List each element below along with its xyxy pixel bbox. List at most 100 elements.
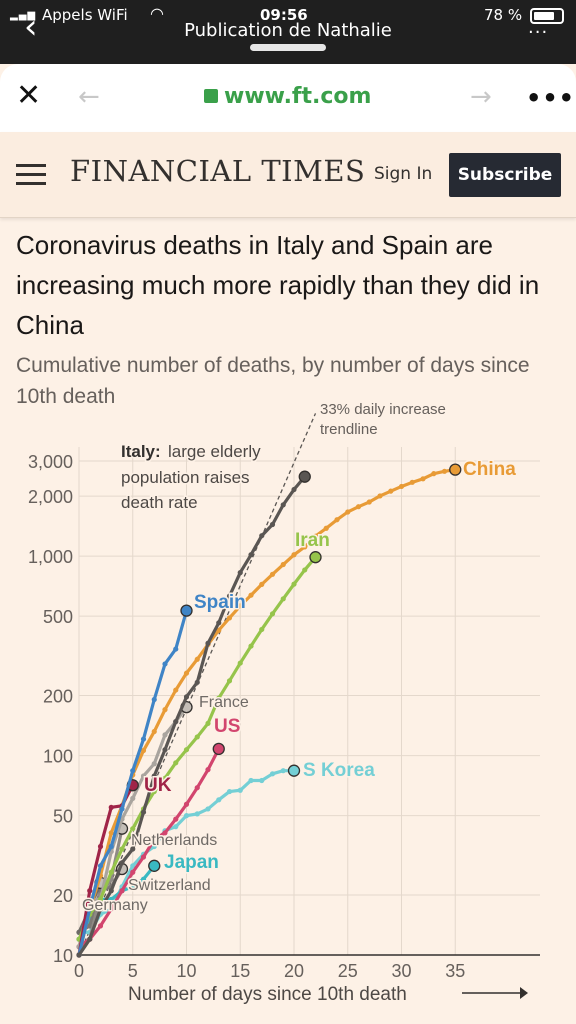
subscribe-button[interactable]: Subscribe (449, 153, 561, 197)
data-point-china (366, 499, 372, 505)
data-point-s-korea (226, 788, 233, 795)
series-label-switzerland: Switzerland (128, 877, 211, 894)
series-label-us: US (214, 716, 240, 737)
data-point-us (205, 767, 211, 773)
series-label-iran: Iran (295, 530, 330, 551)
x-tick-label: 10 (176, 961, 196, 981)
page-title: Publication de Nathalie (184, 20, 392, 41)
data-point-iran (108, 869, 114, 875)
x-tick-label: 20 (284, 961, 304, 981)
data-point-iran (259, 626, 265, 633)
data-point-iran (162, 775, 168, 781)
data-point-us (140, 854, 147, 860)
data-point-china (162, 707, 168, 713)
x-tick-label: 25 (338, 961, 358, 981)
status-bar: ▂▄▆ Appels WiFi ◠ 09:56 78 % ‹ Publicati… (0, 0, 576, 64)
sheet-handle[interactable] (250, 44, 326, 51)
data-point-iran (130, 826, 136, 832)
data-point-iran (173, 760, 179, 766)
data-point-china (302, 544, 308, 550)
data-point-italy (194, 679, 200, 685)
x-axis-label: Number of days since 10th death (128, 984, 407, 1005)
sign-in-link[interactable]: Sign In (374, 164, 433, 184)
data-point-france (140, 773, 147, 779)
data-point-spain (108, 843, 114, 850)
more-dots-icon[interactable]: ··· (528, 22, 549, 43)
data-point-uk (97, 843, 104, 850)
data-point-italy (226, 593, 233, 599)
chart-subhead: Cumulative number of deaths, by number o… (16, 354, 530, 408)
series-label-netherlands: Netherlands (131, 832, 217, 849)
data-point-uk (87, 888, 93, 894)
data-point-china (280, 561, 286, 568)
data-point-s-korea (248, 777, 254, 784)
arrow-right-icon[interactable]: → (470, 82, 492, 112)
carrier-label: Appels WiFi (42, 6, 128, 24)
data-point-china (237, 603, 243, 609)
data-point-iran (291, 581, 297, 587)
data-point-france (151, 761, 157, 767)
chart-series (76, 463, 462, 958)
data-point-s-korea (173, 824, 179, 830)
series-label-china: China (463, 459, 516, 480)
data-point-italy (248, 552, 254, 558)
more-icon[interactable]: ••• (526, 84, 576, 112)
data-point-italy (119, 860, 125, 866)
data-point-italy (97, 906, 104, 912)
battery-icon (530, 8, 564, 24)
data-point-china (226, 615, 233, 621)
data-point-italy (76, 952, 82, 958)
data-point-china (312, 533, 319, 539)
browser-toolbar: ✕ ← www.ft.com → ••• (0, 64, 576, 132)
data-point-spain (173, 646, 179, 652)
data-point-china (355, 504, 362, 510)
series-line-italy (77, 475, 307, 957)
x-tick-label: 35 (445, 961, 465, 981)
data-point-italy (108, 888, 114, 894)
url-bar[interactable]: www.ft.com (204, 84, 371, 109)
data-point-spain (97, 863, 104, 869)
data-point-us (130, 869, 136, 875)
data-point-us (151, 836, 157, 842)
chart-headline: Coronavirus deaths in Italy and Spain ar… (16, 230, 540, 340)
chart-axes: 10 20 50 100 200 500 1,000 2,000 3,000 0 5 10 15 20 25… (28, 452, 540, 1005)
clock: 09:56 (260, 6, 308, 24)
y-tick-label: 500 (43, 607, 73, 627)
data-point-iran (119, 846, 125, 852)
back-chevron-icon[interactable]: ‹ (24, 7, 38, 47)
data-point-s-korea (205, 806, 211, 812)
x-tick-label: 15 (230, 961, 250, 981)
data-point-spain (162, 661, 168, 667)
data-point-us (108, 906, 114, 912)
close-icon[interactable]: ✕ (16, 78, 42, 113)
series-label-uk: UK (144, 775, 172, 796)
italy-annotation-line: population raises (121, 468, 250, 487)
data-point-spain (130, 768, 136, 774)
end-marker-iran (309, 551, 322, 564)
x-axis-arrow-icon (520, 987, 528, 999)
end-marker-us (212, 742, 225, 756)
data-point-s-korea (183, 813, 190, 819)
data-point-iran (248, 643, 254, 649)
data-point-iran (237, 660, 243, 666)
data-point-china (388, 488, 394, 494)
data-point-china (183, 670, 190, 676)
end-marker-spain (180, 604, 193, 617)
series-label-france: France (199, 694, 249, 711)
hamburger-menu-icon[interactable] (16, 164, 46, 186)
data-point-s-korea (237, 787, 243, 793)
data-point-s-korea (130, 863, 136, 869)
data-point-japan (140, 876, 147, 882)
data-point-china (323, 525, 329, 531)
data-point-italy (291, 486, 297, 493)
data-point-s-korea (194, 811, 200, 817)
data-point-china (441, 468, 448, 474)
data-point-china (173, 687, 179, 693)
arrow-left-icon[interactable]: ← (78, 82, 100, 112)
italy-annotation-bold: Italy: (121, 442, 161, 461)
data-point-us (194, 785, 200, 791)
ft-logo[interactable]: FINANCIAL TIMES (70, 154, 366, 188)
data-point-uk (108, 804, 114, 810)
data-point-spain (140, 736, 147, 742)
data-point-us (97, 923, 104, 929)
